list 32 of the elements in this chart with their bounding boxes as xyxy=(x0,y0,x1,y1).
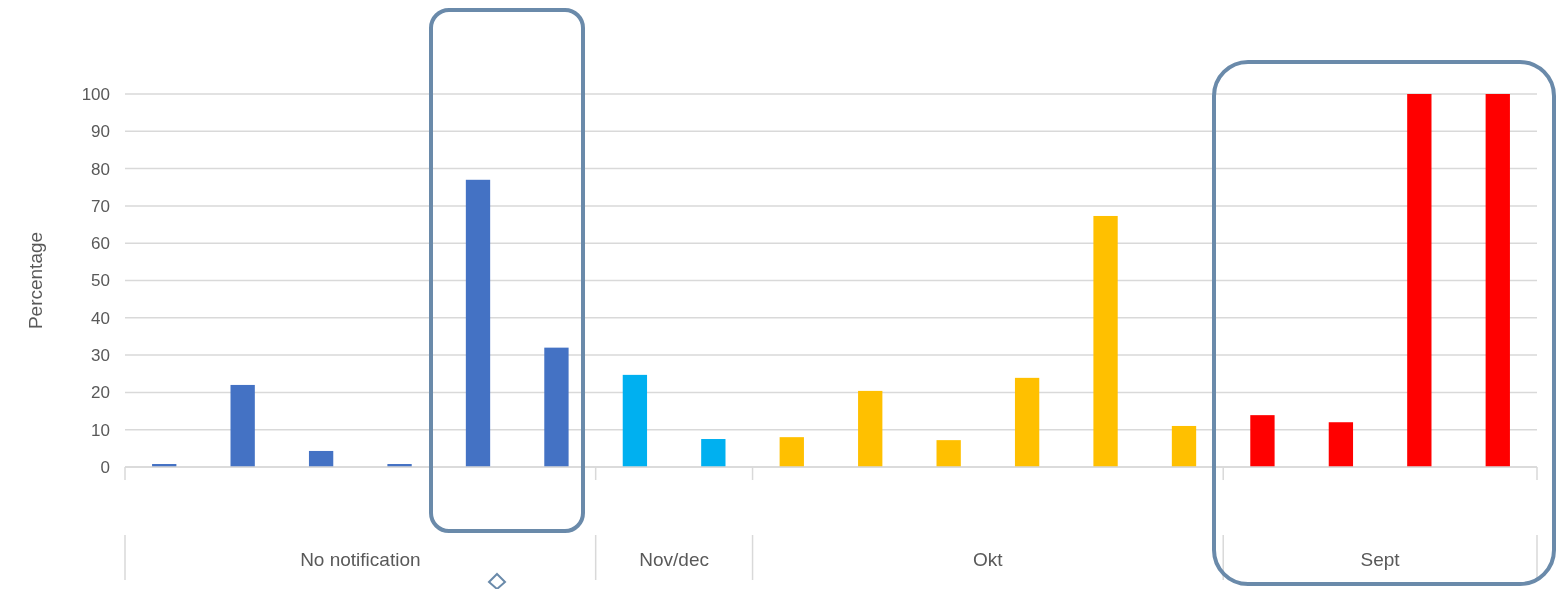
y-tick-label: 70 xyxy=(91,196,110,216)
bar xyxy=(779,437,804,467)
bar xyxy=(622,374,648,467)
text: Nov/dec xyxy=(639,549,709,570)
bar xyxy=(1093,215,1118,467)
y-tick-label: 0 xyxy=(100,457,110,477)
bar xyxy=(1014,377,1040,467)
text: No notification xyxy=(300,549,421,570)
bar xyxy=(1407,94,1432,467)
text: Okt xyxy=(973,549,1004,570)
bar xyxy=(1171,425,1197,467)
text: Sept xyxy=(1360,549,1401,570)
y-tick-label: 40 xyxy=(91,308,110,328)
bar xyxy=(544,347,569,467)
bar xyxy=(230,384,255,467)
bar xyxy=(701,439,726,467)
y-tick-label: 90 xyxy=(91,122,110,142)
bar xyxy=(1250,415,1275,467)
bar xyxy=(1485,94,1510,467)
bar xyxy=(1328,422,1354,467)
y-tick-label: 10 xyxy=(91,420,110,440)
y-tick-label: 30 xyxy=(91,346,110,366)
bar xyxy=(858,390,883,467)
y-tick-label: 100 xyxy=(81,84,110,104)
bar xyxy=(308,450,334,467)
y-tick-label: 80 xyxy=(91,159,110,179)
y-tick-label: 60 xyxy=(91,234,110,254)
bar xyxy=(936,440,961,467)
y-tick-label: 20 xyxy=(91,383,110,403)
y-axis-title: Percentage xyxy=(25,231,46,330)
bar xyxy=(465,179,491,467)
y-tick-label: 50 xyxy=(91,271,110,291)
